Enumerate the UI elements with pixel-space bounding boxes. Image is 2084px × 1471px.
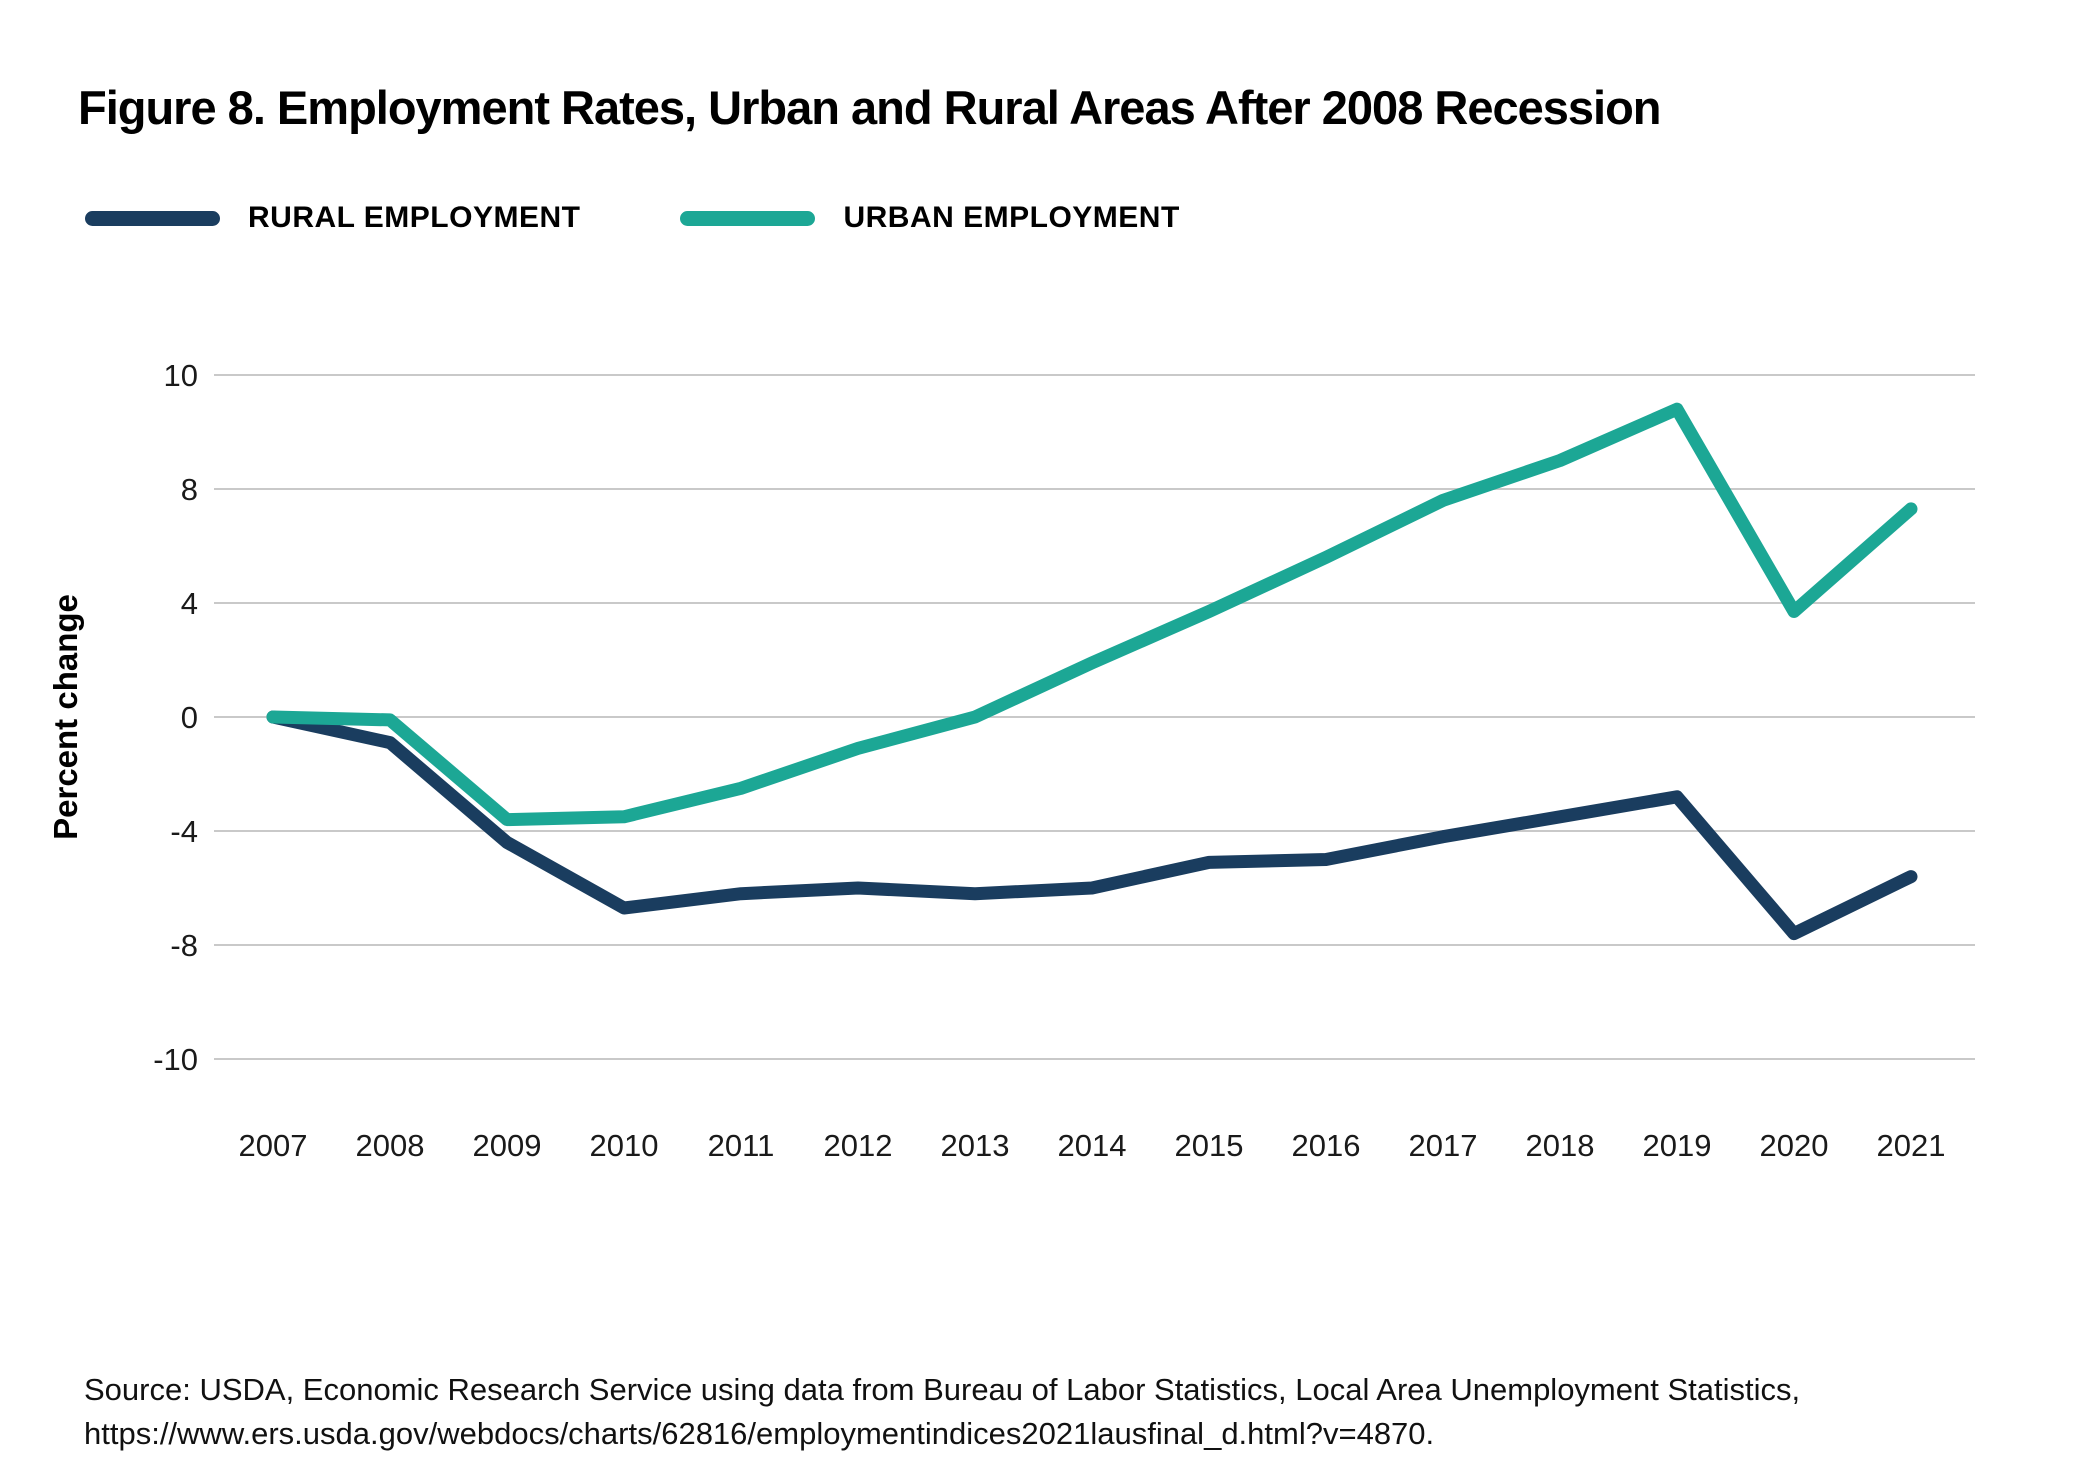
urban-legend-swatch [680, 210, 816, 226]
chart-title: Figure 8. Employment Rates, Urban and Ru… [78, 81, 1662, 134]
x-tick-label: 2016 [1292, 1128, 1361, 1163]
x-tick-label: 2019 [1643, 1128, 1712, 1163]
x-tick-label: 2014 [1058, 1128, 1127, 1163]
source-line-2: https://www.ers.usda.gov/webdocs/charts/… [84, 1416, 1435, 1452]
x-tick-label: 2007 [239, 1128, 308, 1163]
y-tick-label: 8 [181, 472, 198, 507]
rural-employment-line [266, 710, 1918, 941]
y-tick-label: -4 [170, 814, 198, 849]
x-tick-label: 2018 [1526, 1128, 1595, 1163]
legend-item-rural: RURAL EMPLOYMENT [85, 201, 580, 235]
urban-employment-line [266, 402, 1918, 827]
x-tick-label: 2020 [1760, 1128, 1829, 1163]
x-tick-label: 2015 [1175, 1128, 1244, 1163]
x-tick-label: 2009 [473, 1128, 542, 1163]
legend-item-urban: URBAN EMPLOYMENT [680, 201, 1179, 235]
x-tick-label: 2008 [356, 1128, 425, 1163]
source-note: Source: USDA, Economic Research Service … [84, 1368, 2034, 1456]
y-tick-label: -10 [153, 1042, 198, 1077]
rural-legend-swatch [85, 210, 220, 226]
source-line-1: Source: USDA, Economic Research Service … [84, 1372, 1801, 1407]
y-tick-label: -8 [170, 928, 198, 963]
x-tick-label: 2012 [824, 1128, 893, 1163]
rural-legend-label: RURAL EMPLOYMENT [248, 201, 581, 234]
urban-legend-label: URBAN EMPLOYMENT [843, 201, 1180, 234]
y-tick-label: 0 [181, 700, 198, 735]
x-tick-label: 2010 [590, 1128, 659, 1163]
y-tick-label: 4 [181, 586, 198, 621]
x-tick-label: 2017 [1409, 1128, 1478, 1163]
legend: RURAL EMPLOYMENT URBAN EMPLOYMENT [85, 198, 1180, 238]
x-tick-label: 2011 [708, 1128, 775, 1163]
y-tick-label: 10 [164, 358, 198, 393]
x-tick-label: 2021 [1877, 1128, 1946, 1163]
x-tick-label: 2013 [941, 1128, 1010, 1163]
